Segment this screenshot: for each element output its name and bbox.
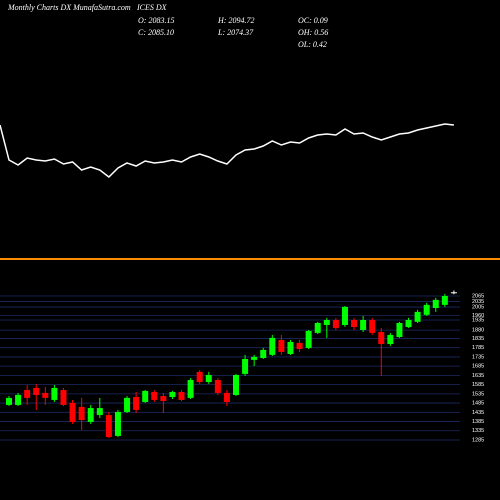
candle-body xyxy=(33,387,40,395)
candle-body xyxy=(105,415,112,438)
candle-body xyxy=(405,320,412,328)
candle-body xyxy=(24,389,31,398)
candle-body xyxy=(414,311,421,322)
candle-body xyxy=(169,392,176,397)
y-tick-label: 1535 xyxy=(472,391,484,397)
candle-body xyxy=(242,358,249,374)
title: Monthly Charts DX MunafaSutra.com xyxy=(7,3,131,12)
candle-body xyxy=(296,342,303,349)
y-tick-label: 2065 xyxy=(472,293,484,299)
y-tick-label: 1385 xyxy=(472,419,484,425)
y-tick-label: 1685 xyxy=(472,364,484,370)
candle-body xyxy=(251,356,258,360)
y-tick-label: 1435 xyxy=(472,410,484,416)
candle-body xyxy=(323,320,330,325)
oc-label: OC: 0.09 xyxy=(298,16,328,25)
oh-label: OH: 0.56 xyxy=(298,28,328,37)
candle-body xyxy=(351,320,358,328)
candle-body xyxy=(378,332,385,344)
y-tick-label: 2005 xyxy=(472,305,484,311)
candle-body xyxy=(432,299,439,308)
candle-body xyxy=(6,397,12,405)
high-label: H: 2094.72 xyxy=(217,16,254,25)
candle-body xyxy=(42,392,49,398)
y-tick-label: 1835 xyxy=(472,336,484,342)
candle-body xyxy=(332,320,339,328)
candle-body xyxy=(87,408,94,422)
indicator-line xyxy=(0,123,454,178)
symbol: ICES DX xyxy=(136,3,168,12)
candle-body xyxy=(205,375,212,383)
candle-body xyxy=(387,334,394,344)
candle-body xyxy=(160,396,167,402)
candle-body xyxy=(305,330,312,348)
candle-body xyxy=(314,322,321,333)
candle-body xyxy=(260,349,267,359)
candle-body xyxy=(15,394,22,405)
candle-body xyxy=(187,380,194,398)
close-label: C: 2085.10 xyxy=(138,28,174,37)
open-label: O: 2083.15 xyxy=(138,16,174,25)
candle-body xyxy=(96,408,103,416)
candle-body xyxy=(133,396,140,410)
candle-body xyxy=(142,390,149,402)
y-tick-label: 1485 xyxy=(472,401,484,407)
candle-body xyxy=(60,389,67,405)
y-tick-label: 1285 xyxy=(472,437,484,443)
y-tick-label: 1785 xyxy=(472,345,484,351)
candle-body xyxy=(178,392,185,400)
candle-body xyxy=(369,320,376,333)
candle-body xyxy=(69,402,76,422)
y-tick-label: 1960 xyxy=(472,313,484,319)
candle-body xyxy=(196,371,203,383)
candle-body xyxy=(78,406,85,421)
y-tick-label: 1735 xyxy=(472,354,484,360)
candle-body xyxy=(450,292,457,294)
candle-body xyxy=(51,387,58,400)
y-tick-label: 2035 xyxy=(472,299,484,305)
candle-body xyxy=(360,320,367,330)
candle-body xyxy=(223,392,230,402)
candle-body xyxy=(287,341,294,354)
low-label: L: 2074.37 xyxy=(217,28,254,37)
candle-body xyxy=(269,337,276,355)
candle-body xyxy=(423,304,430,315)
candle-body xyxy=(124,397,131,412)
candle-body xyxy=(278,339,285,352)
y-tick-label: 1635 xyxy=(472,373,484,379)
candle-body xyxy=(341,306,348,325)
y-tick-label: 1335 xyxy=(472,428,484,434)
candle-body xyxy=(396,322,403,337)
candle-body xyxy=(441,296,448,305)
candle-body xyxy=(114,411,121,436)
candle-body xyxy=(233,375,239,395)
y-tick-label: 1585 xyxy=(472,382,484,388)
y-tick-label: 1935 xyxy=(472,317,484,323)
candle-body xyxy=(151,392,158,400)
candle-body xyxy=(214,380,221,393)
y-tick-label: 1880 xyxy=(472,328,484,334)
ol-label: OL: 0.42 xyxy=(298,40,327,49)
